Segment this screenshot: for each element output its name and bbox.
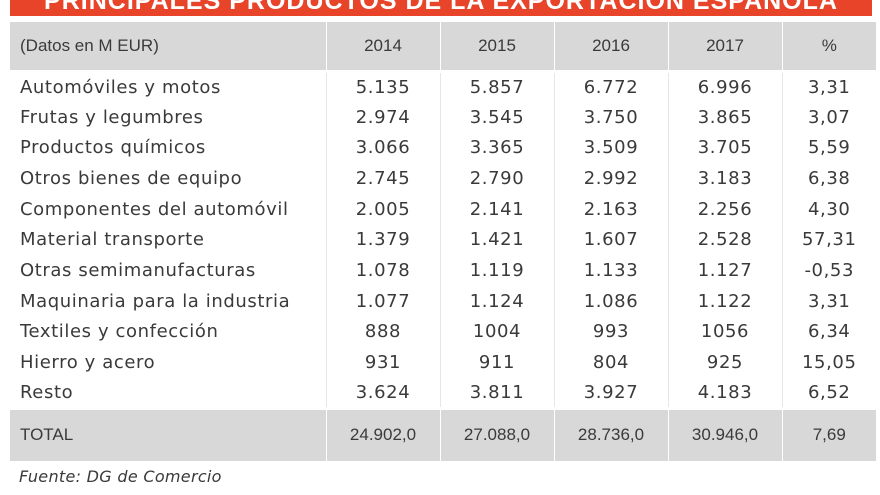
percent-change-cell: 15,05 [781,347,876,378]
product-name-cell: Textiles y confección [20,321,219,343]
total-2015: 27.088,0 [439,408,554,461]
total-percent: 7,69 [781,408,876,461]
total-2017: 30.946,0 [667,408,782,461]
product-name-cell: Hierro y acero [20,352,156,374]
value-2017-cell: 1056 [667,316,782,348]
value-2014-cell: 2.745 [325,163,440,194]
product-name-cell: Otras semimanufacturas [20,259,256,281]
value-2015-cell: 3.811 [439,377,554,409]
value-2017-cell: 3.865 [667,101,782,133]
value-2016-cell: 2.163 [553,193,668,225]
product-name-cell: Frutas y legumbres [20,106,204,128]
table-row: Otras semimanufacturas 1.078 1.119 1.133 1.1… [10,255,876,286]
table-row: Maquinaria para la industria 1.077 1.124 1.… [10,285,876,317]
value-2017-cell: 1.127 [667,255,782,286]
value-2016-cell: 3.927 [553,377,668,409]
table-row: Productos químicos 3.066 3.365 3.509 3.705 5,… [10,132,876,164]
source-note: Fuente: DG de Comercio [19,467,222,486]
total-label: TOTAL [20,425,74,445]
table-row: Otros bienes de equipo 2.745 2.790 2.992 3.1… [10,163,876,194]
product-name-cell: Productos químicos [20,137,206,159]
value-2016-cell: 1.607 [553,224,668,256]
total-2014: 24.902,0 [325,408,440,461]
value-2016-cell: 804 [553,347,668,378]
value-2016-cell: 1.086 [553,285,668,317]
header-percent: % [781,22,876,71]
percent-change-cell: 6,38 [781,163,876,194]
value-2014-cell: 5.135 [325,71,440,102]
value-2016-cell: 2.992 [553,163,668,194]
value-2014-cell: 931 [325,347,440,378]
percent-change-cell: 6,52 [781,377,876,409]
value-2016-cell: 3.509 [553,132,668,164]
value-2015-cell: 5.857 [439,71,554,102]
value-2014-cell: 1.379 [325,224,440,256]
value-2014-cell: 3.066 [325,132,440,164]
value-2017-cell: 6.996 [667,71,782,102]
percent-change-cell: 4,30 [781,193,876,225]
value-2015-cell: 1.421 [439,224,554,256]
percent-change-cell: 6,34 [781,316,876,348]
value-2017-cell: 2.528 [667,224,782,256]
percent-change-cell: -0,53 [781,255,876,286]
value-2014-cell: 2.974 [325,101,440,133]
table-row: Hierro y acero 931 911 804 925 15,05 [10,347,876,378]
product-name-cell: Material transporte [20,229,205,251]
value-2015-cell: 1.119 [439,255,554,286]
header-2017: 2017 [667,22,782,71]
value-2017-cell: 2.256 [667,193,782,225]
total-2016: 28.736,0 [553,408,668,461]
value-2017-cell: 1.122 [667,285,782,317]
table-row: Material transporte 1.379 1.421 1.607 2.528 5… [10,224,876,256]
value-2017-cell: 3.705 [667,132,782,164]
header-2015: 2015 [439,22,554,71]
value-2017-cell: 3.183 [667,163,782,194]
percent-change-cell: 5,59 [781,132,876,164]
product-name-cell: Automóviles y motos [20,76,221,98]
table-row: Componentes del automóvil 2.005 2.141 2.163… [10,193,876,225]
value-2015-cell: 2.141 [439,193,554,225]
table-row: Resto 3.624 3.811 3.927 4.183 6,52 [10,377,876,409]
value-2014-cell: 888 [325,316,440,348]
table-row: Automóviles y motos 5.135 5.857 6.772 6.996 3… [10,71,876,102]
table-body: Automóviles y motos 5.135 5.857 6.772 6.996 3… [10,71,876,409]
percent-change-cell: 3,31 [781,285,876,317]
table-row: Textiles y confección 888 1004 993 1056 6,34 [10,316,876,348]
title-banner: PRINCIPALES PRODUCTOS DE LA EXPORTACIÓN … [10,0,872,16]
percent-change-cell: 3,31 [781,71,876,102]
value-2014-cell: 1.078 [325,255,440,286]
value-2015-cell: 2.790 [439,163,554,194]
percent-change-cell: 57,31 [781,224,876,256]
value-2016-cell: 1.133 [553,255,668,286]
value-2017-cell: 4.183 [667,377,782,409]
product-name-cell: Componentes del automóvil [20,198,289,220]
header-row: (Datos en M EUR) 2014 2015 2016 2017 % [10,22,876,71]
product-name-cell: Resto [20,381,74,403]
value-2014-cell: 1.077 [325,285,440,317]
value-2016-cell: 993 [553,316,668,348]
table-title: PRINCIPALES PRODUCTOS DE LA EXPORTACIÓN … [44,0,838,15]
value-2015-cell: 911 [439,347,554,378]
value-2016-cell: 3.750 [553,101,668,133]
header-units: (Datos en M EUR) [20,35,159,55]
value-2015-cell: 3.545 [439,101,554,133]
value-2014-cell: 3.624 [325,377,440,409]
product-name-cell: Maquinaria para la industria [20,290,291,312]
product-name-cell: Otros bienes de equipo [20,167,243,189]
export-table: (Datos en M EUR) 2014 2015 2016 2017 % A… [10,22,876,461]
table-row: Frutas y legumbres 2.974 3.545 3.750 3.865 3,… [10,101,876,133]
value-2015-cell: 3.365 [439,132,554,164]
value-2016-cell: 6.772 [553,71,668,102]
value-2015-cell: 1.124 [439,285,554,317]
percent-change-cell: 3,07 [781,101,876,133]
header-2016: 2016 [553,22,668,71]
total-row: TOTAL 24.902,0 27.088,0 28.736,0 30.946,… [10,408,876,461]
value-2017-cell: 925 [667,347,782,378]
value-2015-cell: 1004 [439,316,554,348]
value-2014-cell: 2.005 [325,193,440,225]
header-2014: 2014 [325,22,440,71]
